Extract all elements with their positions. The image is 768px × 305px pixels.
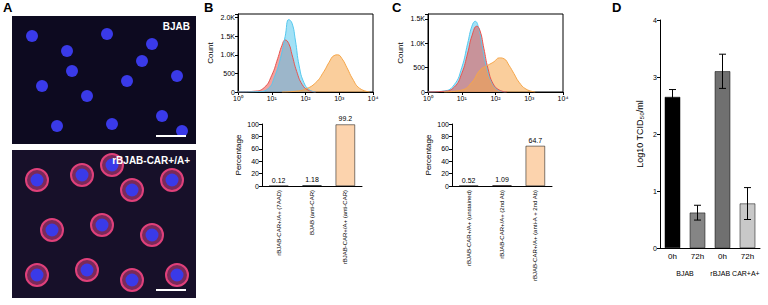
svg-text:1.0K: 1.0K [411,40,426,47]
svg-text:rBJAB-CAR+/A+ (anti-A + 2nd Ab: rBJAB-CAR+/A+ (anti-A + 2nd Ab) [532,190,538,281]
svg-text:0.12: 0.12 [272,177,286,184]
svg-text:rBJAB-CAR+/A+ (anti-CAR): rBJAB-CAR+/A+ (anti-CAR) [342,190,348,264]
svg-text:0: 0 [231,88,235,96]
svg-text:100: 100 [437,121,449,128]
svg-text:80: 80 [251,133,259,140]
svg-text:1: 1 [653,188,657,195]
svg-text:BJAB: BJAB [676,270,694,277]
svg-text:0: 0 [255,183,259,190]
html-text:B: B [204,0,214,15]
svg-text:Count: Count [396,42,405,64]
svg-text:Percentage: Percentage [234,134,243,175]
svg-text:100: 100 [247,121,259,128]
svg-text:40: 40 [251,158,259,165]
svg-text:99.2: 99.2 [339,115,353,122]
svg-text:10³: 10³ [334,95,345,102]
svg-text:2.0K: 2.0K [221,14,236,21]
svg-text:2: 2 [653,131,657,138]
svg-text:10²: 10² [490,95,501,102]
svg-text:Percentage: Percentage [424,134,433,175]
svg-text:72h: 72h [741,252,754,261]
svg-text:20: 20 [251,170,259,177]
svg-text:10²: 10² [300,95,311,102]
svg-text:1.0K: 1.0K [221,51,236,58]
svg-text:1.5K: 1.5K [411,15,426,22]
svg-text:20: 20 [441,170,449,177]
svg-text:64.7: 64.7 [529,137,543,144]
svg-text:10³: 10³ [524,95,535,102]
html-text:D: D [612,0,622,15]
svg-text:rBJAB-CAR+/A+: rBJAB-CAR+/A+ [112,155,190,166]
svg-text:rBJAB CAR+A+: rBJAB CAR+A+ [710,270,759,277]
svg-text:0h: 0h [668,252,677,261]
svg-text:0: 0 [445,183,449,190]
svg-text:4: 4 [653,17,657,24]
svg-text:40: 40 [441,158,449,165]
svg-text:0: 0 [653,245,657,252]
svg-text:3: 3 [653,74,657,81]
svg-text:Log10 TCID₅₀/ml: Log10 TCID₅₀/ml [635,100,645,168]
svg-text:1.09: 1.09 [495,176,509,183]
svg-text:1.5K: 1.5K [221,33,236,40]
svg-text:10⁴: 10⁴ [368,95,379,102]
svg-text:rBJAB-CAR+/A+ (unstained): rBJAB-CAR+/A+ (unstained) [466,190,472,266]
svg-text:10⁰: 10⁰ [423,95,434,102]
svg-text:BJAB: BJAB [163,21,190,32]
svg-text:72h: 72h [691,252,704,261]
html-text:C: C [392,0,402,15]
svg-text:80: 80 [441,133,449,140]
svg-text:10¹: 10¹ [267,95,278,102]
svg-text:Count: Count [206,42,215,64]
svg-text:60: 60 [251,145,259,152]
svg-text:10⁴: 10⁴ [558,95,569,102]
html-text:A: A [3,0,13,15]
svg-text:500: 500 [413,64,425,71]
svg-text:rBJAB-CAR+/A+ (7AAD): rBJAB-CAR+/A+ (7AAD) [276,190,282,256]
svg-text:0.52: 0.52 [462,177,476,184]
svg-text:BJAB (anti-CAR): BJAB (anti-CAR) [309,190,315,235]
svg-text:0h: 0h [718,252,727,261]
svg-text:60: 60 [441,145,449,152]
svg-text:10⁰: 10⁰ [233,95,244,102]
svg-text:rBJAB-CAR+/A+ (2nd Ab): rBJAB-CAR+/A+ (2nd Ab) [499,190,505,259]
svg-text:0: 0 [421,88,425,96]
svg-text:10¹: 10¹ [457,95,468,102]
svg-text:500: 500 [223,70,235,77]
svg-text:1.18: 1.18 [305,176,319,183]
